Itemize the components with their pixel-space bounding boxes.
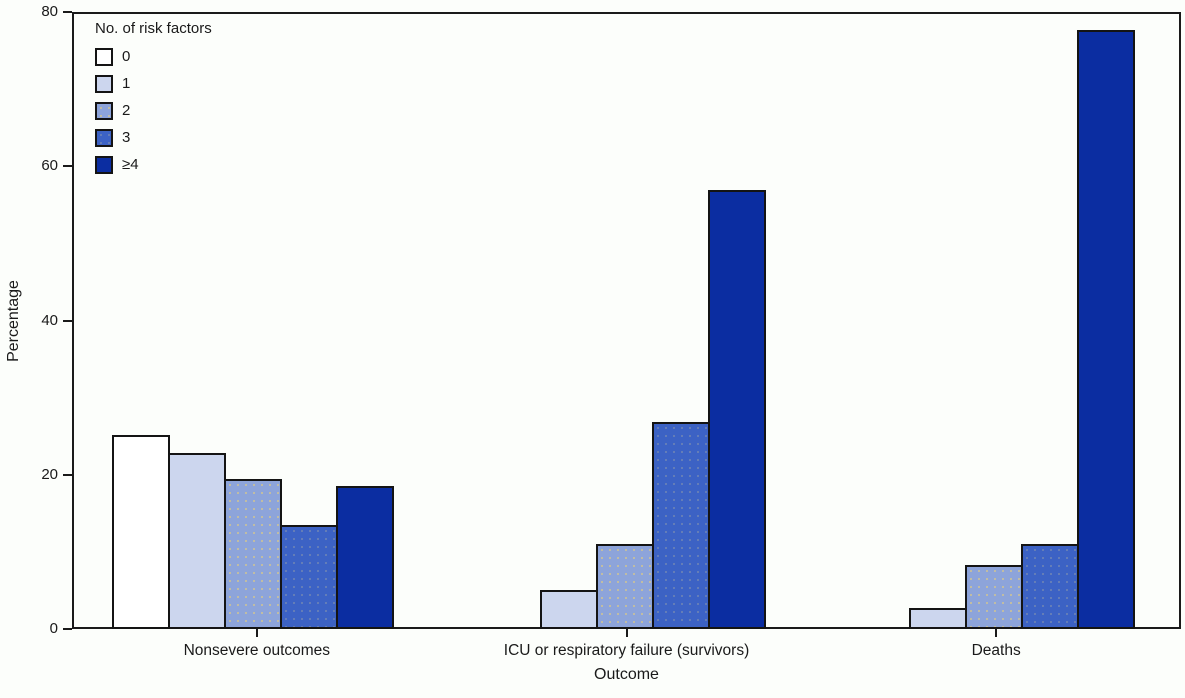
bar-risk-1-icu (539, 590, 598, 629)
bar-risk-2-icu (595, 544, 654, 629)
legend-item: 0 (95, 43, 212, 70)
y-tick-label: 0 (49, 620, 58, 637)
bar-risk-ge4-deaths (1077, 30, 1136, 629)
bar-risk-2-nonsevere (223, 479, 282, 629)
legend-item: 2 (95, 97, 212, 124)
bar-risk-3-icu (651, 422, 710, 629)
legend-swatch-icon (95, 155, 113, 174)
legend-items: 0 1 2 3 ≥4 (95, 43, 212, 178)
legend-label: 1 (122, 75, 131, 92)
y-tick-label: 80 (41, 3, 58, 20)
x-tick-label: Nonsevere outcomes (183, 642, 331, 659)
legend-item: ≥4 (95, 151, 212, 178)
y-tick-mark (63, 319, 72, 322)
bar-risk-1-nonsevere (167, 453, 226, 629)
x-tick-mark (625, 629, 628, 637)
x-tick-mark (995, 629, 998, 637)
x-tick-label: Deaths (971, 642, 1021, 659)
bar-risk-2-deaths (965, 565, 1024, 629)
bar-risk-3-deaths (1021, 544, 1080, 629)
legend-swatch-icon (95, 74, 113, 93)
legend-swatch-icon (95, 101, 113, 120)
bar-risk-0-nonsevere (111, 435, 170, 629)
bar-risk-ge4-icu (707, 190, 766, 629)
x-tick-mark (255, 629, 258, 637)
legend-swatch-icon (95, 128, 113, 147)
y-tick-label: 60 (41, 157, 58, 175)
y-tick-label: 20 (41, 465, 58, 483)
plot-area: Percentage 0 20 40 60 80 Nonsevere outcomes I… (5, 3, 1181, 659)
bar-risk-1-deaths (909, 608, 968, 629)
bar-risk-ge4-nonsevere (335, 486, 394, 629)
legend: No. of risk factors 0 1 2 3 ≥4 (95, 20, 212, 178)
y-tick-label: 40 (41, 311, 58, 329)
legend-label: 3 (122, 129, 131, 146)
legend-title: No. of risk factors (95, 20, 212, 37)
legend-label: 2 (122, 102, 131, 119)
y-tick-mark (63, 11, 72, 13)
x-axis-title: Outcome (594, 666, 659, 683)
y-tick-mark (63, 165, 72, 168)
x-tick-label: ICU or respiratory failure (survivors) (503, 642, 750, 659)
y-tick-mark (63, 473, 72, 476)
y-tick-mark (63, 628, 72, 630)
legend-item: 1 (95, 70, 212, 97)
legend-item: 3 (95, 124, 212, 151)
legend-label: ≥4 (122, 156, 139, 173)
bar-risk-3-nonsevere (279, 525, 338, 629)
legend-swatch-icon (95, 47, 113, 66)
legend-label: 0 (122, 48, 131, 65)
